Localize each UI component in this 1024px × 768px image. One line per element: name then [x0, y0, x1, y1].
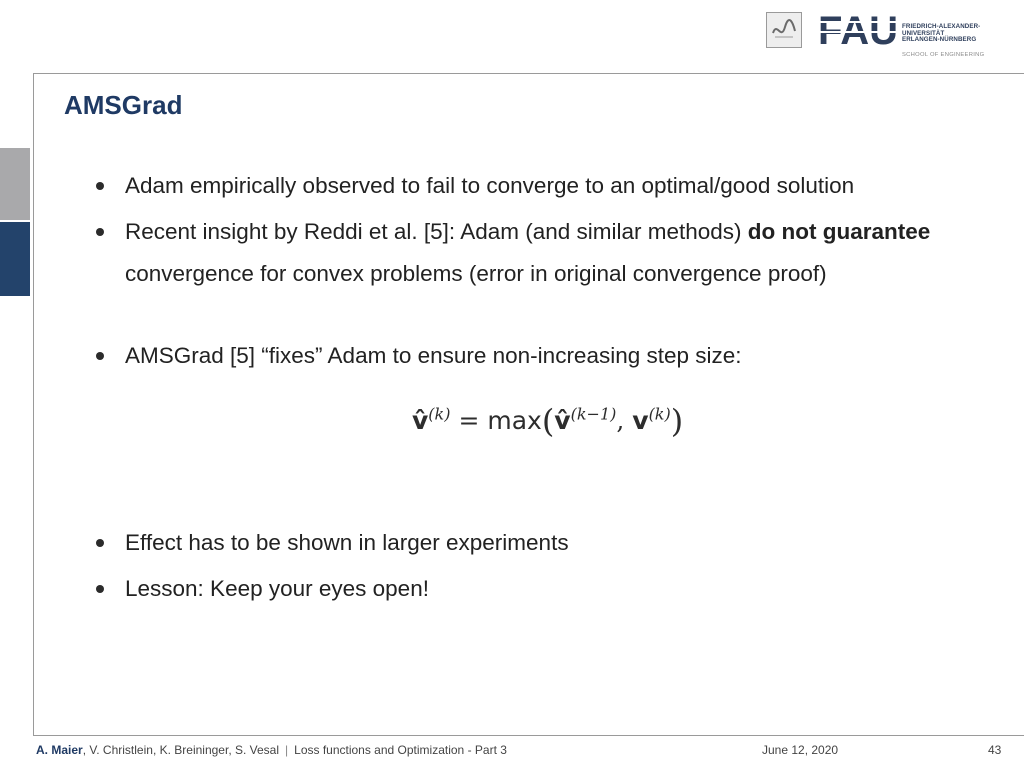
formula-arg2-sup: (k) [648, 404, 671, 424]
bullet-dot-icon [96, 228, 104, 236]
footer-separator: | [285, 743, 289, 757]
bullet-text: Lesson: Keep your eyes open! [125, 576, 429, 601]
section-marker-current [0, 222, 30, 296]
bullet-text: Effect has to be shown in larger experim… [125, 530, 569, 555]
footer-date: June 12, 2020 [762, 743, 839, 757]
emblem-icon [766, 12, 802, 48]
bullet-dot-icon [96, 182, 104, 190]
footer-other-authors: , V. Christlein, K. Breininger, S. Vesal [82, 743, 280, 757]
bullet-text: Recent insight by Reddi et al. [5]: Adam… [125, 219, 931, 286]
formula-arg1: v̂ [554, 406, 571, 435]
formula-arg2: v [632, 406, 649, 435]
amsgrad-formula: v̂(k) = max(v̂(k−1), v(k)) [412, 402, 732, 452]
bullet-dot-icon [96, 352, 104, 360]
svg-text:FAU: FAU [818, 10, 898, 50]
formula-max: max [487, 406, 542, 435]
formula-equals: = [458, 406, 480, 435]
footer-page-number: 43 [988, 743, 1002, 757]
formula-lhs: v̂ [412, 406, 429, 435]
bullet-text: Adam empirically observed to fail to con… [125, 173, 855, 198]
formula-arg1-sup: (k−1) [570, 404, 617, 424]
slide-title: AMSGrad [64, 90, 183, 120]
footer-lecture: Loss functions and Optimization - Part 3 [294, 743, 507, 757]
footer-first-author: A. Maier [36, 743, 83, 757]
bullet-dot-icon [96, 585, 104, 593]
formula-open-paren: ( [541, 402, 555, 440]
formula-comma: , [616, 406, 625, 435]
emphasis: do not guarantee [747, 219, 931, 244]
bullet-text: AMSGrad [5] “fixes” Adam to ensure non-i… [125, 343, 742, 368]
slide-frame [33, 73, 1024, 736]
fau-wordmark: FAU [818, 10, 898, 50]
section-marker-previous [0, 148, 30, 220]
university-name: FRIEDRICH-ALEXANDER- UNIVERSITÄT ERLANGE… [902, 23, 981, 44]
formula-close-paren: ) [670, 402, 684, 440]
slide-footer: A. Maier, V. Christlein, K. Breininger, … [0, 738, 1024, 768]
formula-lhs-sup: (k) [428, 404, 451, 424]
fau-logo: FAU FRIEDRICH-ALEXANDER- UNIVERSITÄT ERL… [766, 10, 996, 62]
bullet-dot-icon [96, 539, 104, 547]
school-name: SCHOOL OF ENGINEERING [902, 52, 985, 58]
footer-authors: A. Maier, V. Christlein, K. Breininger, … [36, 743, 507, 757]
